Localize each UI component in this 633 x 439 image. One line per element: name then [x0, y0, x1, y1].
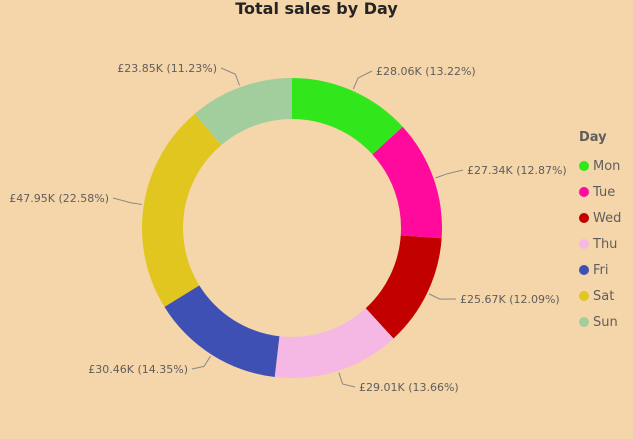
donut-slices — [142, 78, 442, 378]
legend-swatch — [579, 161, 589, 171]
leader-line-sun — [220, 67, 240, 86]
legend-item-sat[interactable]: Sat — [579, 283, 621, 309]
slice-wed[interactable] — [365, 235, 442, 339]
legend-item-fri[interactable]: Fri — [579, 257, 621, 283]
legend-label: Fri — [593, 262, 609, 278]
legend-label: Sun — [593, 314, 618, 330]
legend-item-thu[interactable]: Thu — [579, 231, 621, 257]
data-label-mon: £28.06K (13.22%) — [376, 65, 476, 78]
legend-swatch — [579, 291, 589, 301]
legend-swatch — [579, 213, 589, 223]
legend: Day Mon Tue Wed Thu Fri Sat Sun — [579, 129, 621, 335]
data-label-sat: £47.95K (22.58%) — [9, 192, 109, 205]
leader-line-thu — [338, 372, 356, 388]
leader-line-fri — [191, 355, 211, 370]
slice-thu[interactable] — [274, 308, 394, 378]
legend-swatch — [579, 239, 589, 249]
legend-label: Mon — [593, 158, 621, 174]
leader-line-sat — [112, 197, 142, 205]
chart-title: Total sales by Day — [235, 0, 398, 18]
legend-item-mon[interactable]: Mon — [579, 153, 621, 179]
legend-swatch — [579, 265, 589, 275]
slice-sun[interactable] — [194, 78, 292, 146]
legend-item-sun[interactable]: Sun — [579, 309, 621, 335]
slice-fri[interactable] — [164, 285, 280, 377]
leader-line-wed — [428, 293, 457, 300]
data-labels: £28.06K (13.22%) £27.34K (12.87%) £25.67K … — [9, 62, 566, 394]
legend-swatch — [579, 187, 589, 197]
legend-item-tue[interactable]: Tue — [579, 179, 621, 205]
slice-tue[interactable] — [372, 126, 442, 239]
legend-label: Thu — [593, 236, 618, 252]
data-label-tue: £27.34K (12.87%) — [467, 164, 567, 177]
data-label-sun: £23.85K (11.23%) — [117, 62, 217, 75]
legend-label: Wed — [593, 210, 622, 226]
legend-label: Tue — [593, 184, 616, 200]
legend-title: Day — [579, 130, 607, 145]
data-label-fri: £30.46K (14.35%) — [88, 363, 188, 376]
slice-mon[interactable] — [292, 78, 403, 155]
data-label-thu: £29.01K (13.66%) — [359, 381, 459, 394]
slice-sat[interactable] — [142, 113, 222, 307]
legend-item-wed[interactable]: Wed — [579, 205, 621, 231]
data-label-wed: £25.67K (12.09%) — [460, 293, 560, 306]
legend-label: Sat — [593, 288, 615, 304]
label-leaders — [112, 67, 464, 388]
legend-swatch — [579, 317, 589, 327]
leader-line-tue — [435, 169, 464, 179]
leader-line-mon — [352, 70, 373, 90]
